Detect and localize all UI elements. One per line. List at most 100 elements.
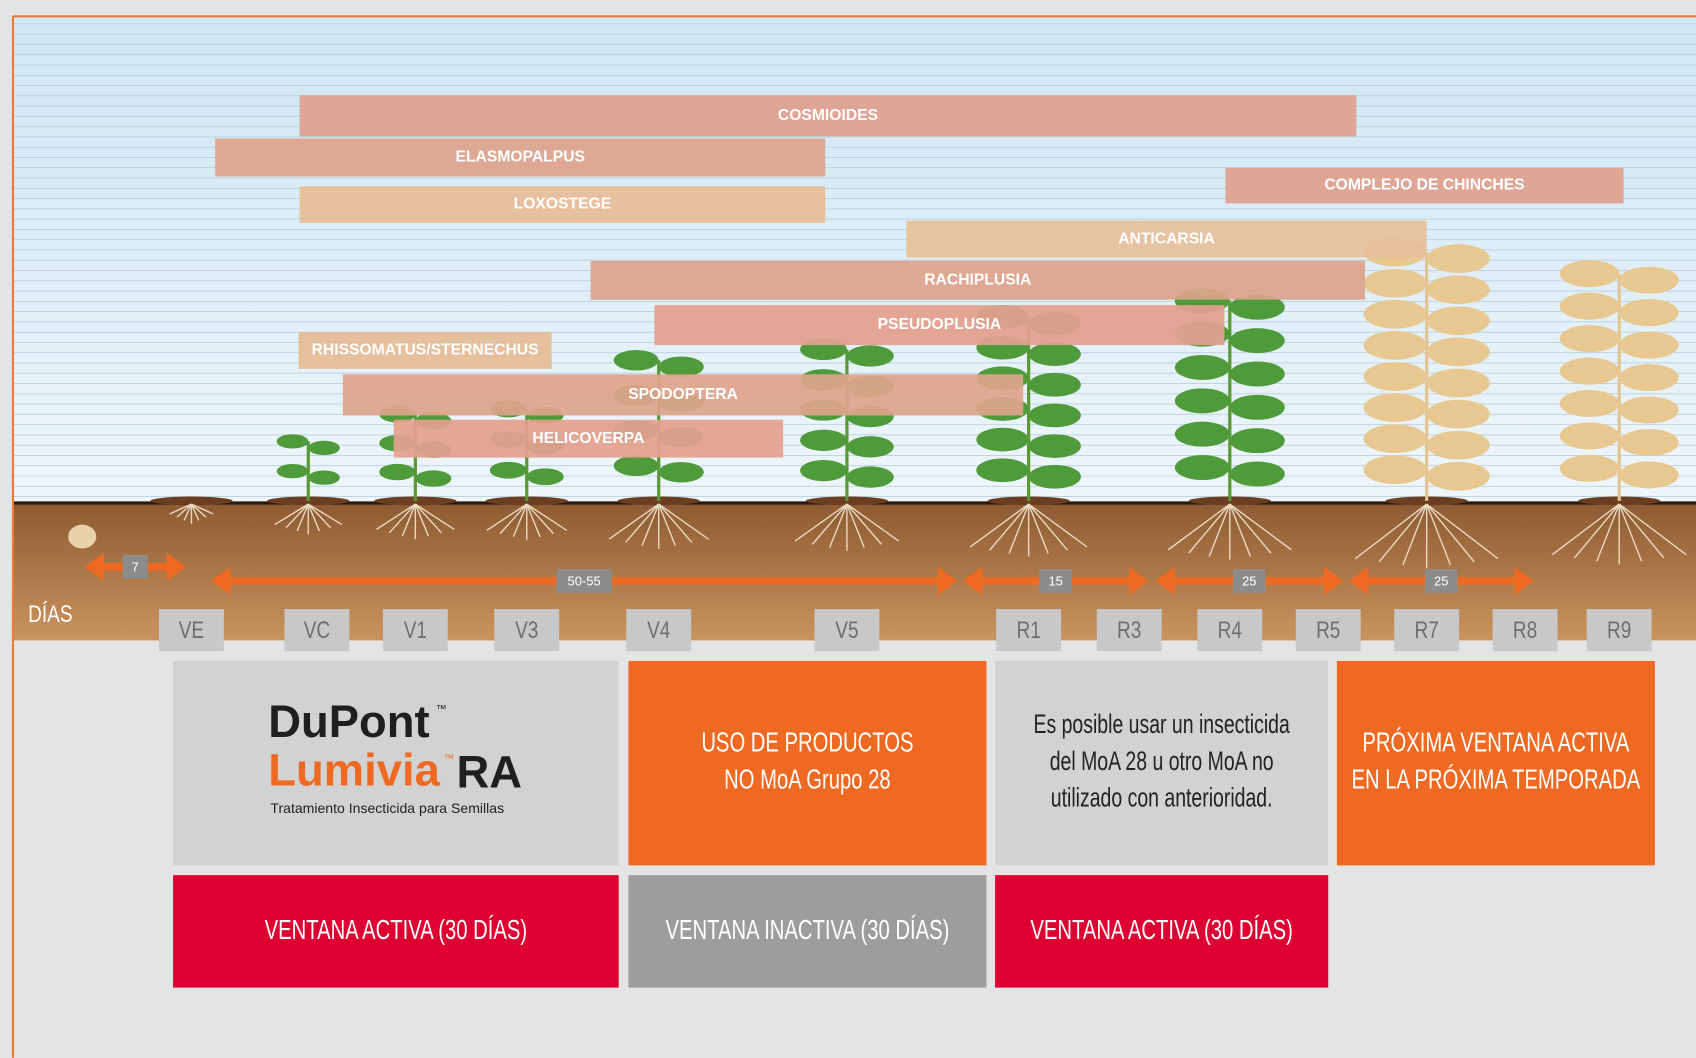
leaf (1619, 299, 1679, 327)
pest-bar (654, 305, 1225, 346)
root (658, 503, 676, 546)
root (1596, 503, 1620, 562)
root (414, 503, 455, 531)
day-badge (1425, 569, 1458, 593)
root (176, 503, 192, 518)
leaf (489, 461, 527, 479)
leaf (1426, 368, 1490, 398)
leaf (1426, 461, 1490, 491)
leaf (800, 459, 847, 482)
info-box (995, 660, 1329, 866)
root (1573, 503, 1620, 559)
leaf (613, 350, 659, 371)
leaf (658, 461, 704, 483)
logo-tm: ™ (436, 703, 447, 715)
root (307, 503, 321, 532)
root (307, 503, 332, 529)
root (1027, 503, 1049, 554)
root (499, 503, 528, 535)
pest-label: RACHIPLUSIA (924, 271, 1031, 288)
root (989, 503, 1030, 551)
leaf (1229, 328, 1285, 354)
root (1402, 503, 1428, 566)
pest-label: PSEUDOPLUSIA (878, 316, 1002, 333)
root (285, 503, 309, 529)
window-label: VENTANA INACTIVA (30 DÍAS) (665, 915, 949, 946)
day-count: 7 (132, 559, 139, 574)
root (190, 503, 207, 518)
root (658, 503, 693, 543)
root (274, 503, 309, 526)
window-label: VENTANA ACTIVA (30 DÍAS) (1030, 915, 1293, 946)
leaf (1559, 390, 1620, 418)
root (307, 503, 343, 526)
root (1378, 503, 1428, 563)
leaf (1363, 268, 1427, 298)
day-count: 25 (1434, 573, 1448, 588)
root (625, 503, 660, 543)
leaf (308, 470, 340, 485)
info-line: EN LA PRÓXIMA TEMPORADA (1352, 764, 1641, 795)
leaf (1619, 461, 1679, 489)
leaf (308, 440, 340, 456)
leaf (1174, 354, 1230, 380)
root (1354, 503, 1428, 560)
logo-box (173, 660, 619, 866)
leaf (526, 468, 564, 486)
leaf (276, 463, 309, 479)
root (376, 503, 416, 531)
root (1167, 503, 1231, 551)
root (1028, 503, 1088, 548)
stage-box (1394, 609, 1460, 652)
stage-box (1492, 609, 1558, 652)
leaf (1229, 428, 1285, 454)
pest-bar (590, 260, 1366, 300)
info-line: PRÓXIMA VENTANA ACTIVA (1362, 728, 1630, 759)
leaf (846, 466, 894, 488)
leaf (1426, 399, 1490, 429)
stage-label: V5 (835, 617, 858, 644)
day-count: 25 (1242, 573, 1256, 588)
pest-bar (1225, 167, 1624, 204)
leaf (1619, 396, 1679, 424)
root (1426, 503, 1499, 560)
leaf (1028, 372, 1081, 397)
pest-bar (342, 374, 1024, 416)
leaf (1426, 337, 1490, 367)
root (1551, 503, 1620, 556)
day-badge (1039, 569, 1072, 593)
leaf (658, 356, 704, 377)
stage-box (1586, 609, 1652, 652)
root (414, 503, 429, 537)
leaf (415, 470, 452, 487)
stage-label: R8 (1513, 617, 1537, 644)
pest-bar (299, 95, 1357, 137)
soil-mound (150, 496, 233, 506)
window-box (995, 875, 1329, 988)
stage-box (1295, 609, 1361, 652)
root (526, 503, 541, 538)
leaf (1363, 393, 1427, 422)
root (828, 503, 848, 548)
leaf (1028, 464, 1081, 489)
pest-bar (393, 419, 784, 458)
root (1618, 503, 1643, 562)
root (846, 503, 900, 542)
leaf (1229, 361, 1285, 387)
pest-label: COMPLEJO DE CHINCHES (1324, 177, 1524, 194)
pest-bar (298, 332, 552, 369)
pest-bar (215, 138, 826, 177)
stage-box (382, 609, 448, 652)
leaf (1559, 357, 1620, 385)
root (1229, 503, 1292, 551)
pest-label: ELASMOPALPUS (456, 149, 585, 166)
window-box (628, 875, 987, 988)
leaf (1229, 394, 1285, 420)
leaf (1619, 428, 1679, 456)
seed (68, 524, 97, 549)
day-count: 15 (1048, 573, 1062, 588)
stage-label: V1 (404, 617, 427, 644)
arrow-head (1155, 566, 1344, 595)
stage-label: VE (179, 617, 204, 644)
